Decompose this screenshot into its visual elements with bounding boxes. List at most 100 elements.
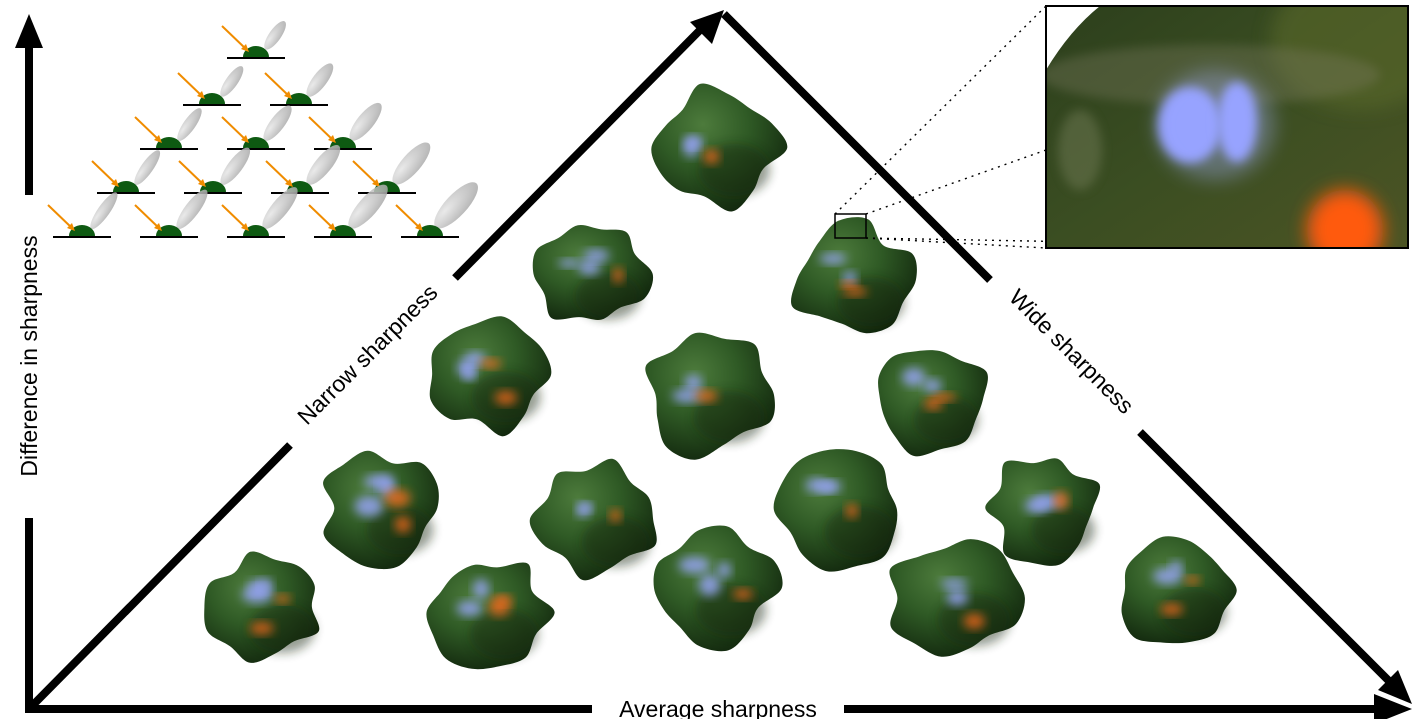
blob-shade [581, 517, 651, 567]
right-edge-lower [1137, 429, 1399, 691]
reflection-lobe [90, 192, 118, 230]
blob-shape [204, 551, 320, 663]
light-direction-arrow [134, 204, 161, 230]
blob-shape [653, 525, 783, 652]
lighting-icon [47, 192, 118, 238]
reflection-lobe [392, 142, 431, 185]
right-corner-arrowhead [1378, 670, 1412, 704]
lighting-icon [91, 150, 161, 194]
dome-icon [113, 181, 139, 192]
dome-icon [199, 93, 225, 104]
reflection-lobe [434, 182, 478, 229]
blue-highlight [473, 579, 489, 599]
dome-icon [243, 225, 269, 236]
blue-highlight [923, 378, 942, 393]
blue-highlight [842, 271, 857, 285]
narrow-sharpness-label: Narrow sharpness [292, 279, 442, 429]
y-axis-arrowhead [15, 14, 43, 48]
reflection-lobe [220, 66, 244, 97]
blue-highlight [678, 556, 711, 574]
blob-shape [878, 350, 988, 457]
light-arrowhead [285, 179, 293, 187]
blue-highlight [940, 578, 968, 590]
reflection-lobe [263, 105, 292, 141]
orange-highlight [733, 588, 753, 600]
blob-shade [1031, 506, 1095, 554]
reflection-lobe [177, 108, 202, 141]
orange-highlight [1307, 190, 1383, 248]
x-axis-arrowhead [1374, 694, 1412, 719]
blue-highlight [684, 374, 703, 391]
dome-icon [156, 225, 182, 236]
blue-highlight [717, 562, 732, 578]
light-arrowhead [415, 223, 423, 231]
blue-highlight [672, 389, 703, 403]
lighting-legend [47, 21, 478, 238]
light-arrowhead [198, 179, 206, 187]
light-arrowhead [328, 223, 336, 231]
dome-icon [200, 181, 226, 192]
lighting-icon [264, 63, 334, 106]
orange-highlight [609, 508, 621, 523]
light-arrowhead [328, 135, 336, 143]
light-direction-arrow [221, 204, 248, 230]
light-arrowhead [154, 135, 162, 143]
y-axis-label: Difference in sharpness [16, 235, 42, 476]
blue-highlight [583, 249, 610, 262]
lighting-icon [134, 189, 208, 238]
blob-shape [529, 458, 657, 581]
blue-highlight [819, 253, 847, 264]
light-direction-arrow [264, 72, 291, 98]
light-direction-arrow [308, 116, 335, 142]
blob-shape [532, 225, 654, 320]
blue-highlight [456, 600, 483, 617]
blob-shade [824, 506, 896, 558]
blue-highlight [456, 359, 478, 377]
light-direction-arrow [178, 160, 205, 186]
blue-highlight [579, 503, 594, 513]
light-direction-arrow [221, 25, 248, 51]
light-direction-arrow [352, 160, 379, 186]
blob-shape [651, 83, 788, 212]
blob-body [529, 458, 657, 581]
blob-shape [985, 458, 1101, 566]
orange-highlight [1184, 576, 1201, 585]
dome-icon [243, 137, 269, 148]
x-axis-label: Average sharpness [619, 696, 817, 719]
zoom-inset [1045, 5, 1409, 249]
lighting-icon [177, 66, 244, 106]
wide-sharpness-label: Wide sharpness [1004, 284, 1139, 419]
dome-icon [243, 46, 269, 57]
light-direction-arrow [265, 160, 292, 186]
light-arrowhead [197, 91, 205, 99]
blob-shade [469, 609, 539, 659]
reflection-lobe [262, 187, 298, 229]
lighting-icon [221, 21, 286, 59]
orange-highlight [845, 503, 858, 519]
light-direction-arrow [47, 204, 74, 230]
blue-highlight [683, 137, 699, 158]
orange-highlight [1053, 491, 1069, 510]
dome-icon [330, 225, 356, 236]
light-arrowhead [372, 179, 380, 187]
light-arrowhead [241, 135, 249, 143]
orange-highlight [842, 287, 868, 297]
blob-shade [1161, 588, 1227, 636]
zoom-region-box [834, 213, 867, 239]
right-edge-upper [721, 11, 993, 283]
reflection-lobe [306, 144, 341, 185]
orange-highlight [494, 390, 518, 405]
reflection-lobe [176, 189, 208, 230]
reflection-lobe [349, 102, 382, 141]
lighting-icon [352, 142, 431, 194]
y-axis [15, 14, 43, 706]
blob-shape [773, 449, 898, 572]
light-arrowhead [154, 223, 162, 231]
left-edge-lower [27, 442, 293, 711]
light-direction-arrow [221, 116, 248, 142]
blob-shade [913, 396, 979, 444]
light-arrowhead [241, 223, 249, 231]
orange-highlight [924, 398, 943, 410]
light-arrowhead [241, 44, 249, 52]
